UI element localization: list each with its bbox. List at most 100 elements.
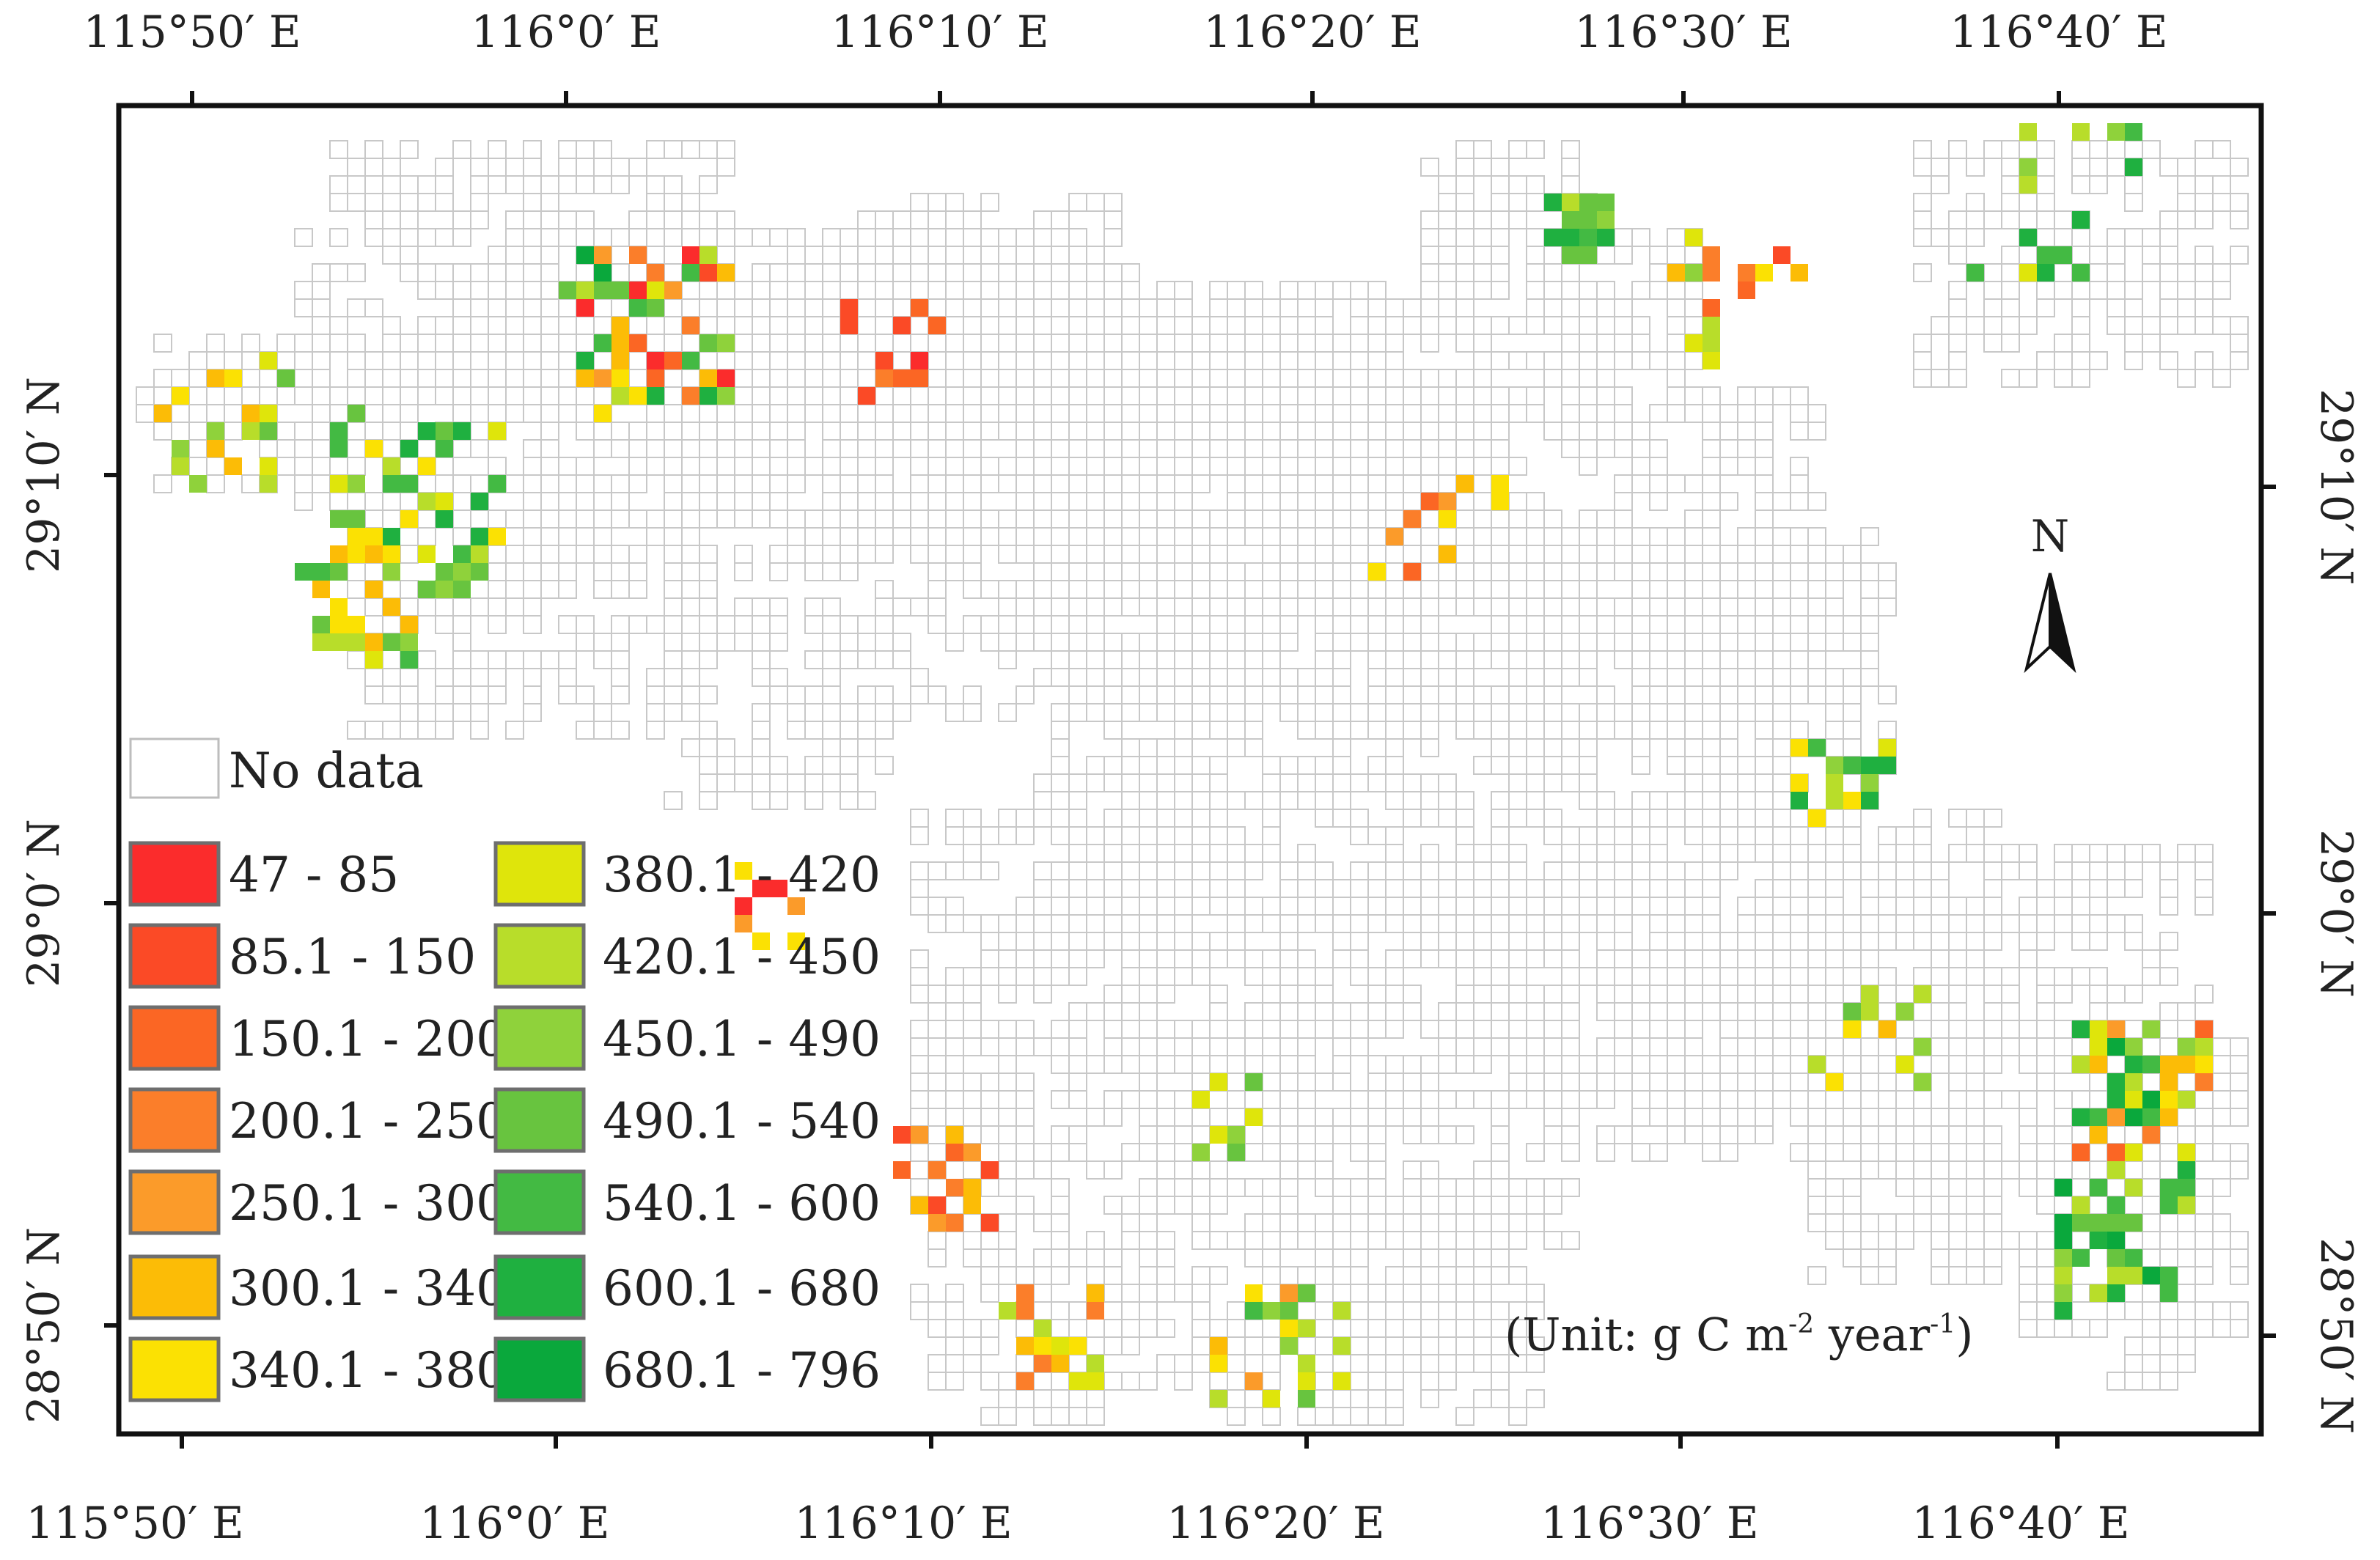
- colored-cell: [1403, 563, 1421, 581]
- grid-cell: [1649, 897, 1668, 916]
- colored-cell: [1562, 229, 1579, 246]
- bottom-tick-label: 115°50′ E: [26, 1498, 243, 1549]
- colored-cell: [1016, 1337, 1034, 1355]
- grid-cell: [945, 422, 964, 441]
- colored-cell: [312, 633, 330, 651]
- grid-cell: [1103, 1108, 1123, 1127]
- grid-cell: [1455, 386, 1474, 405]
- grid-cell: [1403, 685, 1422, 704]
- colored-cell: [2107, 1144, 2125, 1161]
- grid-cell: [2194, 1266, 2214, 1285]
- grid-cell: [998, 509, 1017, 529]
- colored-cell: [1034, 1320, 1051, 1337]
- grid-cell: [294, 334, 313, 353]
- grid-cell: [2036, 298, 2055, 317]
- grid-cell: [1244, 457, 1263, 476]
- grid-cell: [153, 474, 172, 493]
- grid-cell: [2019, 861, 2038, 880]
- grid-cell: [1667, 369, 1686, 388]
- colored-cell: [1421, 493, 1439, 510]
- grid-cell: [1579, 703, 1598, 722]
- colored-cell: [418, 493, 436, 510]
- grid-cell: [980, 281, 999, 300]
- colored-cell: [1826, 1073, 1843, 1091]
- grid-cell: [364, 298, 383, 317]
- colored-cell: [1685, 334, 1703, 352]
- grid-cell: [1068, 967, 1087, 986]
- colored-cell: [1368, 563, 1386, 581]
- grid-cell: [1403, 633, 1422, 652]
- colored-cell: [893, 1126, 911, 1144]
- grid-cell: [1508, 562, 1527, 581]
- grid-cell: [963, 809, 982, 828]
- colored-cell: [1755, 264, 1773, 282]
- colored-cell: [2178, 1161, 2195, 1179]
- grid-cell: [752, 369, 771, 388]
- colored-cell: [1826, 757, 1843, 774]
- colored-cell: [1491, 475, 1509, 493]
- grid-cell: [1667, 633, 1686, 652]
- grid-cell: [892, 422, 911, 441]
- grid-cell: [1420, 158, 1439, 177]
- grid-cell: [1737, 967, 1756, 986]
- colored-cell: [1298, 1390, 1315, 1408]
- grid-cell: [1526, 386, 1545, 405]
- grid-cell: [1350, 1266, 1369, 1285]
- grid-cell: [1807, 1266, 1826, 1285]
- colored-cell: [1087, 1302, 1104, 1320]
- colored-cell: [647, 282, 664, 299]
- colored-cell: [2178, 1196, 2195, 1214]
- grid-cell: [1385, 1284, 1404, 1303]
- grid-cell: [1068, 474, 1087, 493]
- grid-cell: [1755, 914, 1774, 933]
- grid-cell: [1139, 1372, 1158, 1391]
- colored-cell: [1861, 757, 1878, 774]
- grid-cell: [1139, 334, 1158, 353]
- legend-label: 200.1 - 250: [229, 1093, 507, 1149]
- colored-cell: [2090, 1020, 2107, 1038]
- colored-cell: [2072, 1196, 2090, 1214]
- colored-cell: [787, 932, 805, 950]
- grid-cell: [1174, 897, 1193, 916]
- grid-cell: [1103, 386, 1123, 405]
- grid-cell: [1737, 756, 1756, 775]
- legend-swatch: [128, 841, 221, 907]
- grid-cell: [1649, 967, 1668, 986]
- grid-cell: [1983, 1196, 2002, 1215]
- grid-cell: [980, 474, 999, 493]
- colored-cell: [875, 352, 893, 369]
- colored-cell: [2125, 1038, 2142, 1056]
- colored-cell: [2072, 1056, 2090, 1073]
- grid-cell: [1315, 580, 1334, 599]
- grid-cell: [1631, 527, 1650, 546]
- grid-cell: [1350, 897, 1369, 916]
- grid-cell: [1244, 861, 1263, 880]
- colored-cell: [2072, 211, 2090, 229]
- colored-cell: [1878, 1020, 1896, 1038]
- grid-cell: [1227, 949, 1246, 968]
- colored-cell: [365, 581, 383, 598]
- grid-cell: [1279, 1196, 1299, 1215]
- colored-cell: [682, 264, 699, 282]
- grid-cell: [1244, 509, 1263, 529]
- colored-cell: [1280, 1337, 1298, 1355]
- legend-label: 420.1 - 450: [603, 929, 881, 985]
- colored-cell: [2160, 1108, 2178, 1126]
- colored-cell: [1861, 774, 1878, 792]
- colored-cell: [172, 440, 189, 457]
- grid-cell: [664, 685, 683, 704]
- colored-cell: [418, 545, 436, 563]
- legend-label: 340.1 - 380: [229, 1342, 507, 1399]
- colored-cells: [154, 123, 2213, 1408]
- colored-cell: [1069, 1372, 1087, 1390]
- colored-cell: [594, 369, 611, 387]
- colored-cell: [717, 334, 735, 352]
- colored-cell: [1843, 1020, 1861, 1038]
- colored-cell: [260, 422, 277, 440]
- colored-cell: [1579, 229, 1597, 246]
- grid-cell: [980, 1284, 999, 1303]
- grid-cell: [1086, 580, 1105, 599]
- legend-label: 600.1 - 680: [603, 1260, 881, 1317]
- grid-cell: [452, 140, 471, 159]
- colored-cell: [1298, 1355, 1315, 1372]
